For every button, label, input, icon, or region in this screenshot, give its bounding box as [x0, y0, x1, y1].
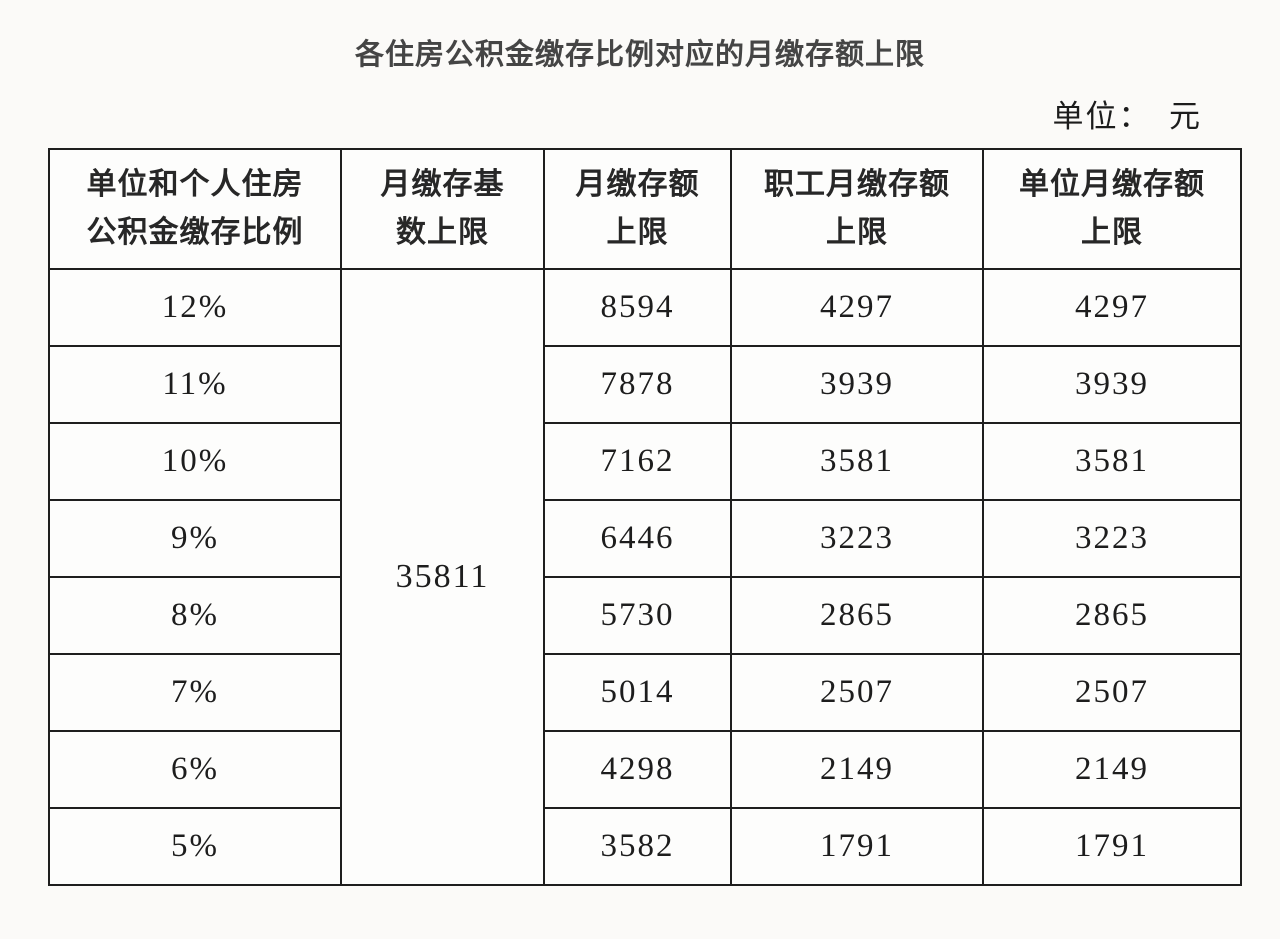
ratio-cell: 7% — [48, 653, 342, 733]
employer-cap-cell: 2149 — [982, 730, 1242, 810]
ratio-cell: 10% — [48, 422, 342, 502]
header-line: 上限 — [606, 216, 669, 250]
employee-cap-cell: 3939 — [730, 345, 984, 425]
header-line: 上限 — [826, 216, 888, 250]
col-header-base-cap: 月缴存基 数上限 — [340, 148, 545, 271]
ratio-cell: 12% — [48, 268, 342, 348]
employee-cap-cell: 2507 — [730, 653, 984, 733]
base-cap-cell: 35811 — [340, 268, 545, 887]
monthly-cap-cell: 5014 — [543, 653, 732, 733]
ratio-cell: 9% — [48, 499, 342, 579]
table-row: 6% 4298 2149 2149 — [48, 730, 1242, 810]
header-line: 公积金缴存比例 — [86, 216, 304, 250]
header-line: 月缴存额 — [575, 168, 700, 202]
employee-cap-cell: 2149 — [730, 730, 984, 810]
col-header-ratio: 单位和个人住房 公积金缴存比例 — [48, 148, 342, 271]
employee-cap-cell: 2865 — [730, 576, 984, 656]
employer-cap-cell: 2507 — [982, 653, 1242, 733]
table-row: 12% 35811 8594 4297 4297 — [48, 268, 1242, 887]
monthly-cap-cell: 7162 — [543, 422, 732, 502]
ratio-cell: 6% — [48, 730, 342, 810]
page-title: 各住房公积金缴存比例对应的月缴存额上限 — [354, 39, 925, 71]
monthly-cap-cell: 5730 — [543, 576, 732, 656]
employer-cap-cell: 3581 — [982, 422, 1242, 502]
ratio-cell: 8% — [48, 576, 342, 656]
header-line: 单位月缴存额 — [1019, 168, 1205, 202]
monthly-cap-cell: 4298 — [543, 730, 732, 810]
table-row: 10% 7162 3581 3581 — [48, 422, 1242, 502]
table-section: 单位： 元 单位和个人住房 公积金缴存比例 月缴存基 数上限 — [48, 98, 1242, 887]
employer-cap-cell: 3223 — [982, 499, 1242, 579]
table-row: 8% 5730 2865 2865 — [48, 576, 1242, 656]
monthly-cap-cell: 8594 — [543, 268, 732, 348]
table-header-row: 单位和个人住房 公积金缴存比例 月缴存基 数上限 月缴存额 上限 职工月缴存额 … — [48, 148, 1242, 271]
employer-cap-cell: 4297 — [982, 268, 1242, 348]
header-line: 月缴存基 — [380, 168, 505, 202]
col-header-employee-cap: 职工月缴存额 上限 — [730, 148, 984, 271]
provident-fund-table: 单位和个人住房 公积金缴存比例 月缴存基 数上限 月缴存额 上限 职工月缴存额 … — [48, 148, 1242, 887]
monthly-cap-cell: 7878 — [543, 345, 732, 425]
table-row: 7% 5014 2507 2507 — [48, 653, 1242, 733]
ratio-cell: 5% — [48, 807, 342, 887]
header-line: 单位和个人住房 — [86, 168, 304, 202]
table-row: 5% 3582 1791 1791 — [48, 807, 1242, 887]
employee-cap-cell: 3223 — [730, 499, 984, 579]
header-line: 上限 — [1081, 216, 1143, 250]
employer-cap-cell: 3939 — [982, 345, 1242, 425]
table-row: 9% 6446 3223 3223 — [48, 499, 1242, 579]
employee-cap-cell: 1791 — [730, 807, 984, 887]
monthly-cap-cell: 6446 — [543, 499, 732, 579]
unit-label: 单位： 元 — [1052, 98, 1202, 134]
col-header-monthly-cap: 月缴存额 上限 — [543, 148, 732, 271]
employer-cap-cell: 2865 — [982, 576, 1242, 656]
header-line: 职工月缴存额 — [764, 168, 950, 202]
header-line: 数上限 — [396, 216, 489, 250]
monthly-cap-cell: 3582 — [543, 807, 732, 887]
ratio-cell: 11% — [48, 345, 342, 425]
employer-cap-cell: 1791 — [982, 807, 1242, 887]
table-row: 11% 7878 3939 3939 — [48, 345, 1242, 425]
employee-cap-cell: 4297 — [730, 268, 984, 348]
employee-cap-cell: 3581 — [730, 422, 984, 502]
col-header-employer-cap: 单位月缴存额 上限 — [982, 148, 1242, 271]
